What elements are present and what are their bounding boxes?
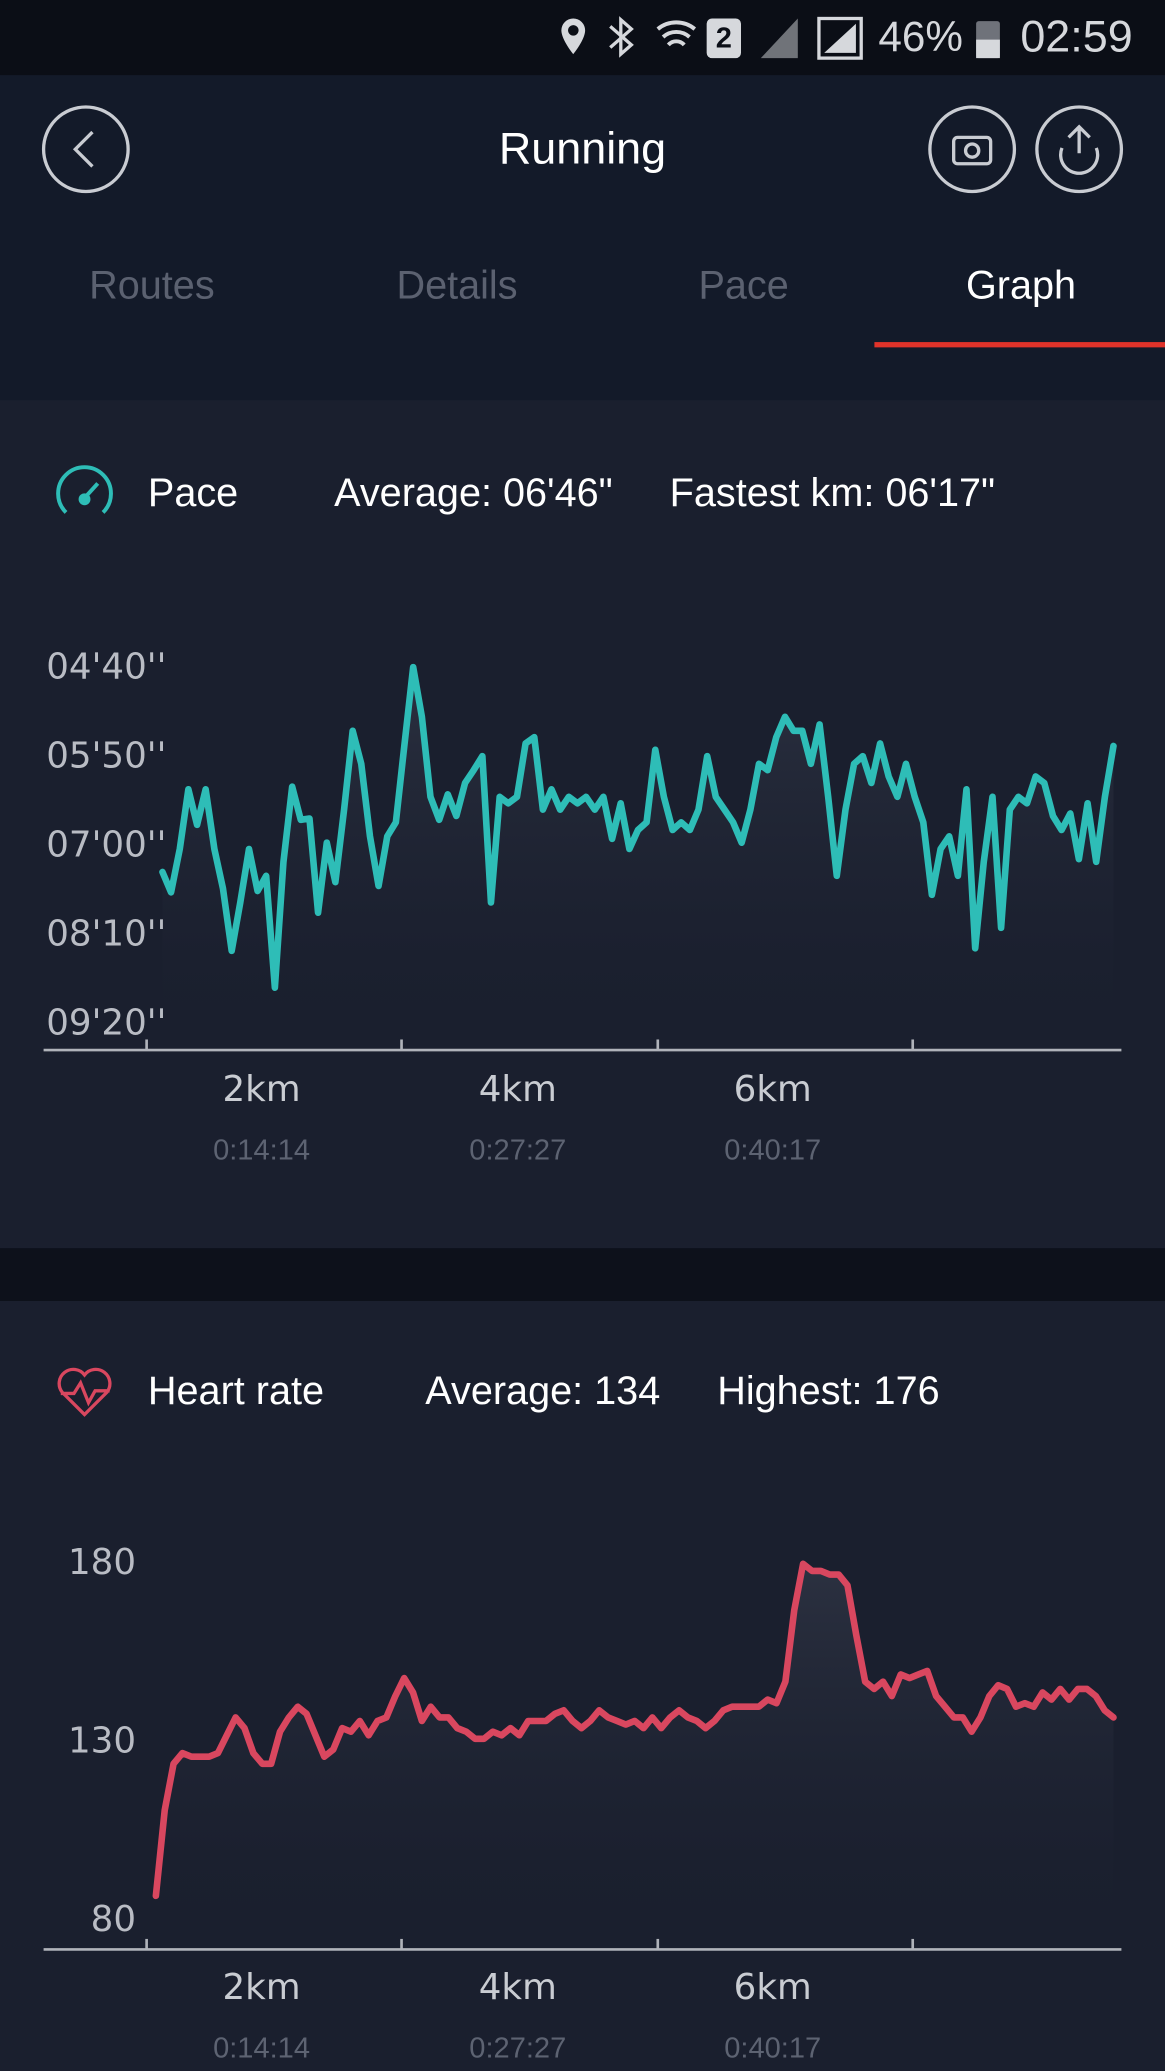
signal-icon (760, 18, 798, 59)
heart-rate-title: Heart rate (148, 1369, 324, 1413)
x-time-label: 0:27:27 (469, 1134, 566, 1166)
x-time-label: 0:40:17 (724, 1134, 821, 1166)
wifi-icon (656, 20, 697, 47)
y-tick-label: 09'20'' (46, 1003, 166, 1044)
x-distance-label: 2km (222, 1069, 300, 1110)
location-icon (561, 18, 586, 55)
heart-rate-highest: Highest: 176 (717, 1369, 939, 1413)
y-tick-label: 07'00'' (46, 825, 166, 866)
bluetooth-icon (609, 16, 634, 58)
status-icons (561, 16, 1000, 60)
heart-rate-panel (0, 1300, 1165, 2071)
pace-fastest: Fastest km: 06'17" (670, 471, 995, 515)
back-circle[interactable] (41, 105, 130, 194)
share-circle[interactable] (1035, 105, 1124, 194)
camera-circle[interactable] (928, 105, 1017, 194)
x-distance-label: 2km (222, 1967, 300, 2008)
clock: 02:59 (1020, 10, 1132, 61)
y-tick-label: 08'10'' (46, 914, 166, 955)
tab[interactable]: Pace (698, 263, 788, 307)
share-button[interactable] (1035, 105, 1124, 194)
battery-percent: 46% (878, 13, 963, 60)
camera-lens[interactable] (963, 142, 981, 159)
x-time-label: 0:14:14 (213, 1134, 310, 1166)
back-button[interactable] (41, 105, 130, 194)
line (159, 663, 1117, 991)
y-tick-label: 180 (68, 1542, 136, 1583)
heart-icon (57, 1367, 112, 1417)
tab[interactable]: Details (396, 263, 517, 307)
tab[interactable]: Graph (966, 263, 1076, 307)
x-time-label: 0:40:17 (724, 2033, 821, 2065)
back-arrow[interactable] (72, 130, 94, 168)
sim-icon (706, 18, 742, 59)
pace-average: Average: 06'46" (334, 471, 613, 515)
x-time-label: 0:14:14 (213, 2033, 310, 2065)
line (152, 1560, 1117, 1900)
sim-number: 2 (716, 22, 732, 54)
camera-button[interactable] (928, 105, 1017, 194)
page-title: Running (499, 123, 666, 174)
y-tick-label: 05'50'' (46, 735, 166, 776)
y-tick-label: 80 (91, 1899, 136, 1940)
charts: 04'40'' 05'50'' 07'00'' 08'10'' 09'20'' 2km 0:… (43, 646, 1122, 2065)
share-arrow[interactable] (1059, 124, 1100, 175)
pace-title: Pace (148, 471, 238, 515)
tab[interactable]: Routes (89, 263, 215, 307)
x-distance-label: 6km (734, 1069, 812, 1110)
gauge-hub (78, 493, 91, 506)
pace-icon (56, 465, 113, 514)
signal-box (817, 16, 863, 60)
camera-body[interactable] (952, 135, 993, 166)
signal-icon-2 (824, 23, 856, 53)
x-distance-label: 4km (479, 1069, 557, 1110)
panel-gap (0, 1248, 1165, 1301)
tab-underline (874, 342, 1165, 348)
x-distance-label: 4km (479, 1967, 557, 2008)
x-time-label: 0:27:27 (469, 2033, 566, 2065)
y-tick-label: 04'40'' (46, 646, 166, 687)
battery-level (976, 39, 1000, 59)
x-distance-label: 6km (734, 1967, 812, 2008)
y-tick-label: 130 (68, 1720, 136, 1761)
tab-bar: Routes Details Pace Graph (89, 263, 1165, 348)
area-fill (162, 667, 1114, 1051)
area-fill (155, 1563, 1114, 1950)
heart-rate-average: Average: 134 (425, 1369, 660, 1413)
gauge-arc (56, 465, 113, 514)
